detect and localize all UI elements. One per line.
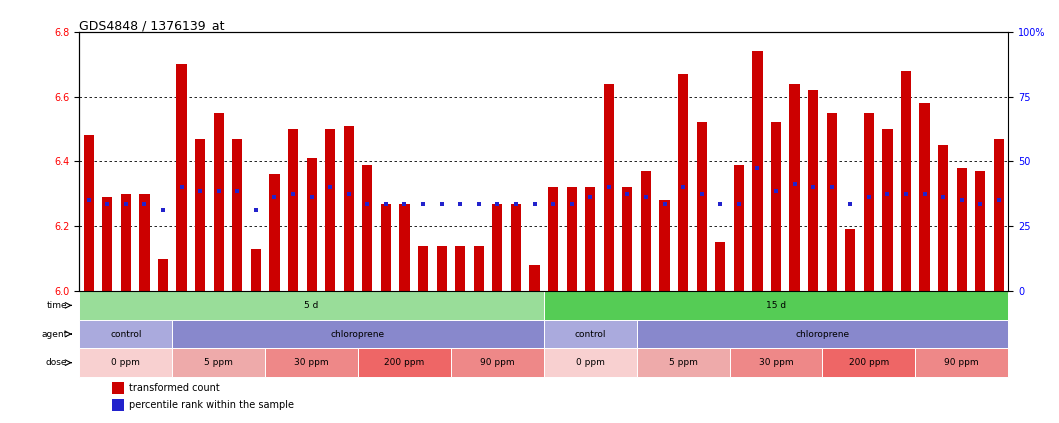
Text: 200 ppm: 200 ppm (384, 358, 425, 367)
Bar (140, 194, 149, 291)
Bar (845, 229, 856, 291)
Bar (771, 123, 782, 291)
Bar (79, 349, 173, 377)
Bar (752, 51, 762, 291)
Bar (660, 200, 669, 291)
Bar (325, 129, 336, 291)
Text: dose: dose (46, 358, 68, 367)
Bar (623, 187, 632, 291)
Text: chloroprene: chloroprene (795, 330, 849, 338)
Bar (823, 349, 915, 377)
Bar (544, 291, 1008, 320)
Text: 5 ppm: 5 ppm (668, 358, 698, 367)
Bar (604, 84, 614, 291)
Text: transformed count: transformed count (128, 383, 219, 393)
Bar (214, 113, 223, 291)
Text: 0 ppm: 0 ppm (111, 358, 140, 367)
Text: 30 ppm: 30 ppm (294, 358, 329, 367)
Bar (882, 129, 893, 291)
Bar (79, 291, 544, 320)
Bar (956, 168, 967, 291)
Bar (418, 246, 428, 291)
Bar (678, 74, 688, 291)
Bar (901, 71, 911, 291)
Bar (121, 194, 131, 291)
Text: 90 ppm: 90 ppm (480, 358, 515, 367)
Text: control: control (110, 330, 142, 338)
Bar (636, 320, 1008, 349)
Bar (938, 145, 948, 291)
Bar (344, 126, 354, 291)
Bar (586, 187, 595, 291)
Bar (79, 320, 173, 349)
Bar (399, 203, 410, 291)
Text: percentile rank within the sample: percentile rank within the sample (128, 400, 293, 410)
Text: time: time (47, 301, 68, 310)
Bar (84, 135, 94, 291)
Bar (251, 249, 261, 291)
Bar (158, 258, 168, 291)
Bar (455, 246, 465, 291)
Bar (993, 139, 1004, 291)
Bar (436, 246, 447, 291)
Bar (641, 171, 651, 291)
Bar (381, 203, 391, 291)
Bar (636, 349, 730, 377)
Bar (530, 265, 540, 291)
Bar (173, 349, 265, 377)
Bar (510, 203, 521, 291)
Bar (232, 139, 243, 291)
Text: control: control (574, 330, 606, 338)
Text: agent: agent (41, 330, 68, 338)
Bar (173, 320, 544, 349)
Bar (195, 139, 205, 291)
Text: 5 ppm: 5 ppm (204, 358, 233, 367)
Bar (915, 349, 1008, 377)
Bar (919, 103, 930, 291)
Bar (715, 242, 725, 291)
Bar (177, 64, 186, 291)
Bar (269, 174, 280, 291)
Bar (548, 187, 558, 291)
Text: GDS4848 / 1376139_at: GDS4848 / 1376139_at (79, 19, 225, 32)
Bar (808, 90, 819, 291)
Bar (451, 349, 544, 377)
Bar (975, 171, 986, 291)
Bar (734, 165, 743, 291)
Bar (288, 129, 299, 291)
Bar (567, 187, 577, 291)
Text: 5 d: 5 d (304, 301, 319, 310)
Text: chloroprene: chloroprene (331, 330, 385, 338)
Bar (102, 197, 112, 291)
Bar (697, 123, 706, 291)
Bar (544, 320, 636, 349)
Bar (265, 349, 358, 377)
Bar (112, 399, 124, 411)
Bar (492, 203, 502, 291)
Text: 90 ppm: 90 ppm (945, 358, 979, 367)
Bar (362, 165, 373, 291)
Bar (306, 158, 317, 291)
Bar (730, 349, 823, 377)
Bar (544, 349, 636, 377)
Text: 15 d: 15 d (766, 301, 786, 310)
Bar (112, 382, 124, 394)
Bar (789, 84, 800, 291)
Bar (864, 113, 874, 291)
Text: 0 ppm: 0 ppm (576, 358, 605, 367)
Bar (358, 349, 451, 377)
Bar (827, 113, 837, 291)
Bar (473, 246, 484, 291)
Text: 30 ppm: 30 ppm (758, 358, 793, 367)
Text: 200 ppm: 200 ppm (848, 358, 889, 367)
